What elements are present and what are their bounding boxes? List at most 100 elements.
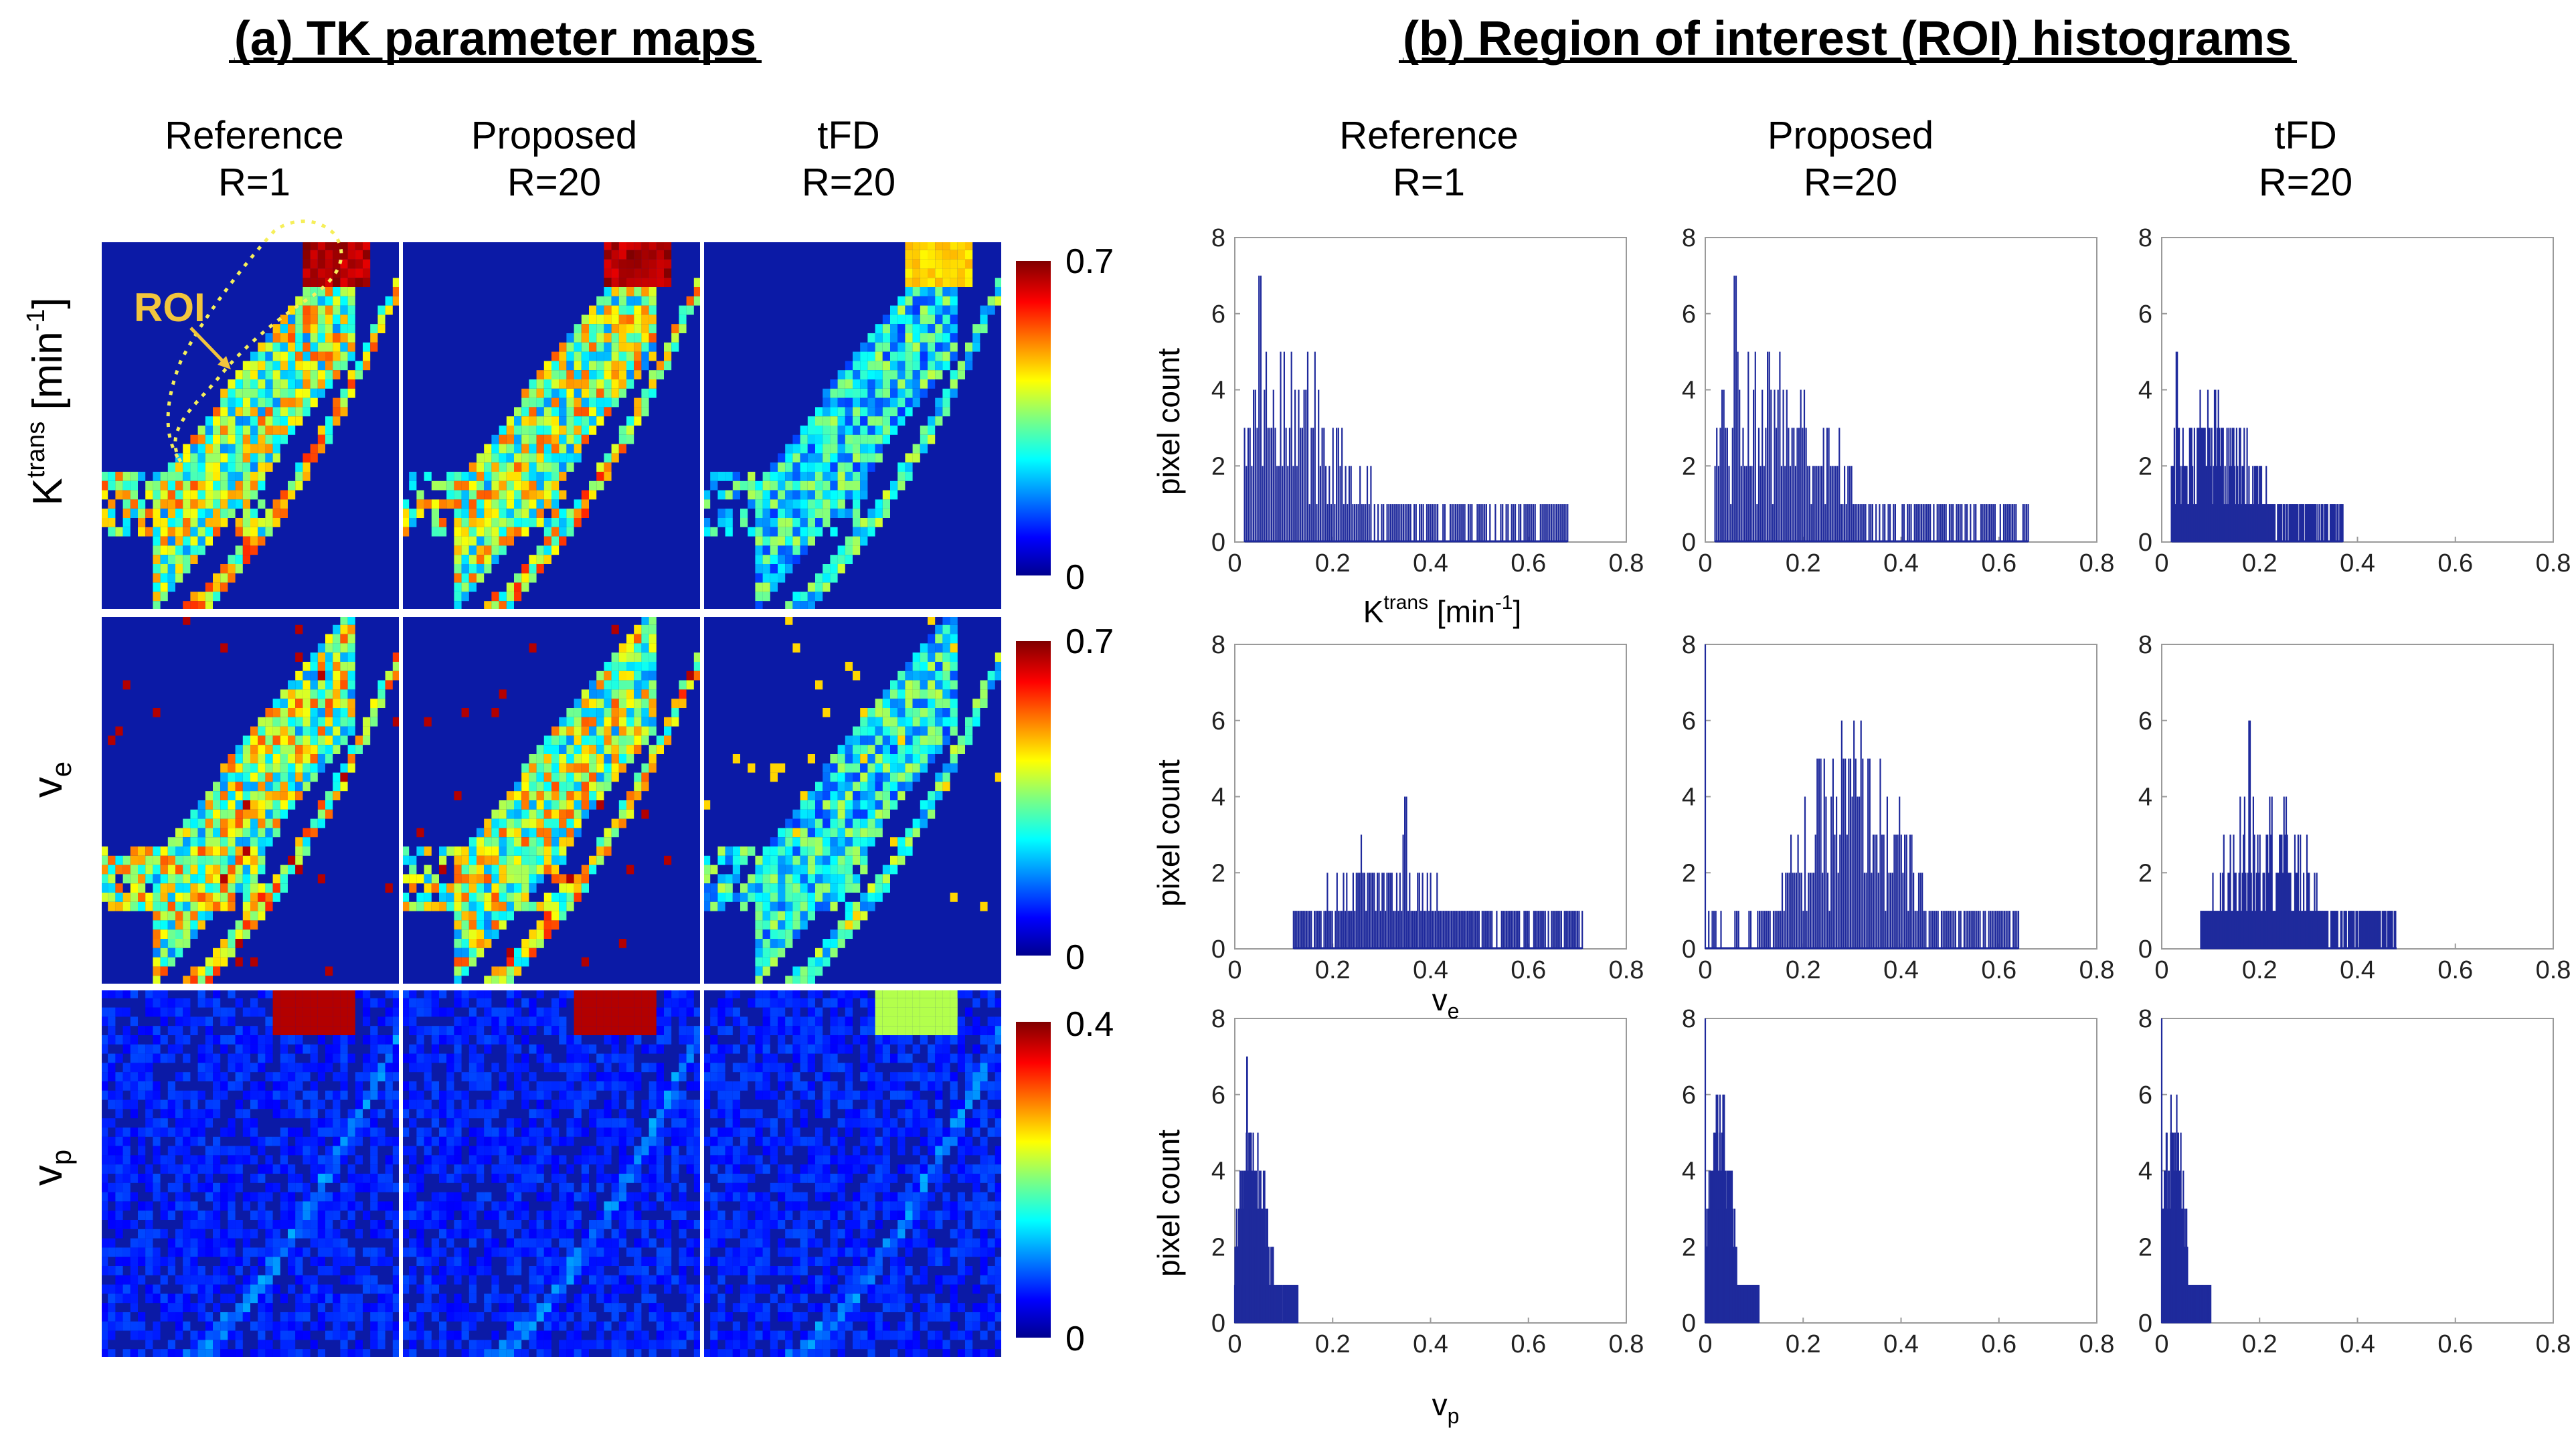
y-tick-label: 6 (1211, 1081, 1225, 1109)
x-tick-label: 0.6 (1981, 956, 2016, 984)
panel-a-column-titles: Reference R=1 Proposed R=20 tFD R=20 (165, 114, 895, 204)
y-tick-label: 2 (1682, 452, 1696, 480)
histogram-axes-box (1235, 1018, 1626, 1323)
y-tick-label: 6 (1682, 1081, 1696, 1109)
panel-b-title: (b) Region of interest (ROI) histograms (1403, 12, 2292, 66)
colorbars: 0.7 0 0.7 0 0.4 0 (1016, 242, 1114, 1358)
panel-a-col-tfd-r: R=20 (802, 161, 895, 204)
x-tick-label: 0.4 (2340, 1330, 2375, 1358)
colorbar-vp (1016, 1022, 1051, 1338)
y-tick-label: 4 (1211, 377, 1225, 405)
x-tick-label: 0.8 (2079, 956, 2115, 984)
x-tick-label: 0.2 (1786, 1330, 1821, 1358)
panel-b-column-titles: Reference R=1 Proposed R=20 tFD R=20 (1339, 114, 2352, 204)
y-tick-label: 8 (2138, 631, 2152, 659)
panel-a-title: (a) TK parameter maps (234, 12, 756, 66)
map-ve-reference (100, 616, 400, 985)
colorbar-vp-min: 0 (1065, 1320, 1085, 1358)
y-tick-label: 4 (2138, 1158, 2152, 1186)
panel-a-col-tfd-name: tFD (817, 114, 879, 157)
y-tick-label: 2 (1211, 859, 1225, 887)
colorbar-ktrans (1016, 261, 1051, 575)
panel-b-col-reference-r: R=1 (1393, 161, 1465, 204)
roi-label: ROI (134, 285, 205, 330)
ylabel-row-ve: pixel count (1151, 759, 1186, 907)
y-tick-label: 6 (1682, 300, 1696, 329)
panel-a-col-reference-r: R=1 (218, 161, 290, 204)
y-tick-label: 0 (1211, 529, 1225, 557)
y-tick-label: 0 (1211, 1310, 1225, 1338)
y-tick-label: 0 (1682, 1310, 1696, 1338)
x-tick-label: 0.4 (2340, 956, 2375, 984)
x-tick-label: 0.6 (1981, 549, 2016, 577)
x-tick-label: 0 (1698, 956, 1712, 984)
y-tick-label: 4 (1211, 1158, 1225, 1186)
x-tick-label: 0.6 (1981, 1330, 2016, 1358)
map-vp-reference (100, 989, 400, 1358)
colorbar-ve (1016, 641, 1051, 956)
y-tick-label: 0 (1211, 935, 1225, 964)
colorbar-ktrans-max: 0.7 (1065, 242, 1114, 281)
y-tick-label: 4 (2138, 377, 2152, 405)
x-tick-label: 0 (2154, 956, 2168, 984)
y-tick-label: 2 (1211, 1233, 1225, 1261)
x-tick-label: 0.2 (1315, 956, 1351, 984)
x-tick-label: 0 (1698, 1330, 1712, 1358)
y-tick-label: 4 (1682, 1158, 1696, 1186)
xlabel-ve: ve (1432, 982, 1460, 1023)
panel-a-col-proposed-r: R=20 (507, 161, 601, 204)
x-tick-label: 0.2 (1315, 549, 1351, 577)
panel-a-col-proposed-name: Proposed (471, 114, 637, 157)
y-tick-label: 0 (1682, 935, 1696, 964)
map-ktrans-proposed (402, 241, 701, 610)
x-tick-label: 0.6 (1511, 1330, 1546, 1358)
y-tick-label: 8 (2138, 224, 2152, 252)
y-tick-label: 8 (2138, 1005, 2152, 1033)
x-tick-label: 0.6 (2437, 1330, 2473, 1358)
row-label-ktrans: Ktrans [min-1] (22, 297, 71, 505)
x-tick-label: 0.4 (1883, 549, 1919, 577)
map-ve-proposed (402, 616, 701, 985)
y-tick-label: 0 (2138, 935, 2152, 964)
map-ve-tfd (703, 616, 1003, 985)
y-tick-label: 6 (2138, 707, 2152, 735)
y-tick-label: 4 (1211, 784, 1225, 812)
x-tick-label: 0 (1227, 1330, 1241, 1358)
x-tick-label: 0.8 (2536, 549, 2571, 577)
map-vp-tfd (703, 989, 1003, 1358)
y-tick-label: 4 (1682, 377, 1696, 405)
map-vp-proposed (402, 989, 701, 1358)
x-tick-label: 0.4 (1413, 956, 1448, 984)
x-tick-label: 0.8 (1609, 549, 1644, 577)
x-tick-label: 0.4 (1413, 549, 1448, 577)
colorbar-ve-min: 0 (1065, 938, 1085, 977)
y-tick-label: 2 (2138, 1233, 2152, 1261)
x-tick-label: 0.6 (1511, 956, 1546, 984)
panel-b-col-proposed-name: Proposed (1768, 114, 1934, 157)
colorbar-ktrans-min: 0 (1065, 558, 1085, 597)
x-tick-label: 0.6 (2437, 956, 2473, 984)
x-tick-label: 0.2 (2242, 1330, 2278, 1358)
x-tick-label: 0.2 (1786, 549, 1821, 577)
y-tick-label: 6 (1211, 707, 1225, 735)
panel-b-col-tfd-r: R=20 (2259, 161, 2352, 204)
y-tick-label: 6 (1211, 300, 1225, 329)
row-label-ve: ve (25, 762, 77, 798)
y-tick-label: 8 (1682, 1005, 1696, 1033)
x-tick-label: 0.4 (1883, 956, 1919, 984)
x-tick-label: 0.2 (1315, 1330, 1351, 1358)
x-tick-label: 0.8 (1609, 1330, 1644, 1358)
panel-b-col-proposed-r: R=20 (1804, 161, 1897, 204)
histogram-axes-box (2162, 1018, 2553, 1323)
y-tick-label: 4 (1682, 784, 1696, 812)
x-tick-label: 0.8 (1609, 956, 1644, 984)
